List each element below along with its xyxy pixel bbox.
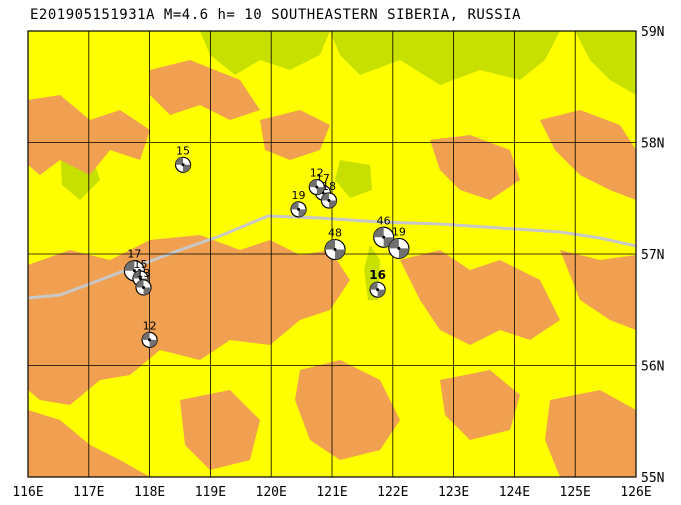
focal-mechanism-beachball[interactable]: 16 (369, 268, 386, 298)
longitude-label: 116E (12, 485, 43, 500)
beachball-compression-quadrant (398, 248, 409, 259)
beachball-compression-quadrant (335, 249, 346, 260)
longitude-label: 125E (560, 485, 591, 500)
map-frame (27, 30, 637, 478)
event-label: 15 (176, 144, 190, 157)
beachball-compression-quadrant (298, 209, 307, 217)
latitude-label: 55N (641, 471, 664, 486)
focal-mechanism-beachball[interactable]: 13 (135, 267, 152, 296)
latitude-label: 58N (641, 137, 664, 152)
valley-terrain (60, 31, 636, 300)
latitude-label: 57N (641, 248, 664, 263)
longitude-label: 118E (134, 485, 165, 500)
beachball-compression-quadrant (291, 201, 299, 210)
beachball-center-dot (333, 248, 337, 252)
beachball-compression-quadrant (132, 271, 141, 279)
focal-mechanism-beachball[interactable]: 15 (174, 144, 192, 173)
beachball-compression-quadrant (183, 164, 191, 173)
event-label: 13 (137, 267, 151, 280)
beachball-compression-quadrant (175, 157, 184, 165)
beachball-compression-quadrant (149, 339, 158, 348)
longitude-label: 123E (438, 485, 469, 500)
focal-mechanism-beachball[interactable]: 46 (373, 214, 395, 248)
event-label: 16 (369, 268, 386, 282)
beachball-compression-quadrant (388, 238, 399, 249)
event-label: 19 (392, 225, 406, 238)
focal-mechanism-beachball[interactable]: 19 (290, 189, 307, 218)
beachball-compression-quadrant (377, 289, 386, 298)
event-label: 15 (133, 258, 147, 271)
beachball-center-dot (315, 185, 319, 189)
beachball-center-dot (142, 285, 146, 289)
event-label: 48 (328, 227, 342, 240)
beachball-compression-quadrant (316, 187, 325, 195)
beachball-center-dot (181, 163, 185, 167)
longitude-label: 119E (195, 485, 226, 500)
latitude-label: 59N (641, 25, 664, 40)
beachball-compression-quadrant (325, 239, 336, 250)
event-label: 12 (310, 167, 324, 180)
beachball-compression-quadrant (136, 279, 144, 288)
event-label: 46 (377, 214, 391, 227)
focal-mechanism-beachball[interactable]: 12 (308, 167, 325, 196)
event-label: 19 (292, 189, 306, 202)
railway-line (28, 214, 636, 300)
beachball-center-dot (297, 207, 301, 211)
longitude-label: 117E (73, 485, 104, 500)
beachball-compression-quadrant (124, 260, 135, 271)
map-title: E201905151931A M=4.6 h= 10 SOUTHEASTERN … (30, 7, 522, 23)
event-label: 18 (322, 180, 336, 193)
latitude-label: 56N (641, 360, 664, 375)
beachball-compression-quadrant (370, 282, 378, 290)
beachball-compression-quadrant (328, 200, 337, 208)
longitude-labels: 116E 117E 118E 119E 120E 121E 122E 123E 124E 125E… (12, 485, 651, 500)
focal-mechanism-beachball[interactable]: 12 (141, 319, 158, 348)
beachball-compression-quadrant (309, 179, 317, 188)
longitude-label: 126E (620, 485, 651, 500)
beachball-center-dot (382, 235, 386, 239)
event-label: 17 (127, 248, 141, 261)
beachball-center-dot (132, 269, 136, 273)
longitude-label: 122E (377, 485, 408, 500)
beachball-compression-quadrant (142, 332, 150, 340)
event-label: 12 (143, 319, 157, 332)
focal-mechanism-beachball[interactable]: 18 (320, 180, 338, 209)
focal-mechanism-beachball[interactable]: 48 (324, 227, 346, 261)
beachball-center-dot (376, 288, 380, 292)
longitude-label: 121E (316, 485, 347, 500)
longitude-label: 124E (499, 485, 530, 500)
focal-mechanism-beachball[interactable]: 19 (388, 225, 410, 260)
beachball-compression-quadrant (321, 192, 329, 201)
beachball-compression-quadrant (373, 227, 384, 238)
beachball-compression-quadrant (383, 237, 394, 248)
beachball-center-dot (148, 338, 152, 342)
beachball-center-dot (397, 246, 401, 250)
beachball-compression-quadrant (143, 287, 152, 295)
longitude-label: 120E (256, 485, 287, 500)
latitude-labels: 59N 58N 57N 56N 55N (641, 25, 664, 486)
beachball-center-dot (138, 277, 142, 281)
beachball-center-dot (327, 198, 331, 202)
